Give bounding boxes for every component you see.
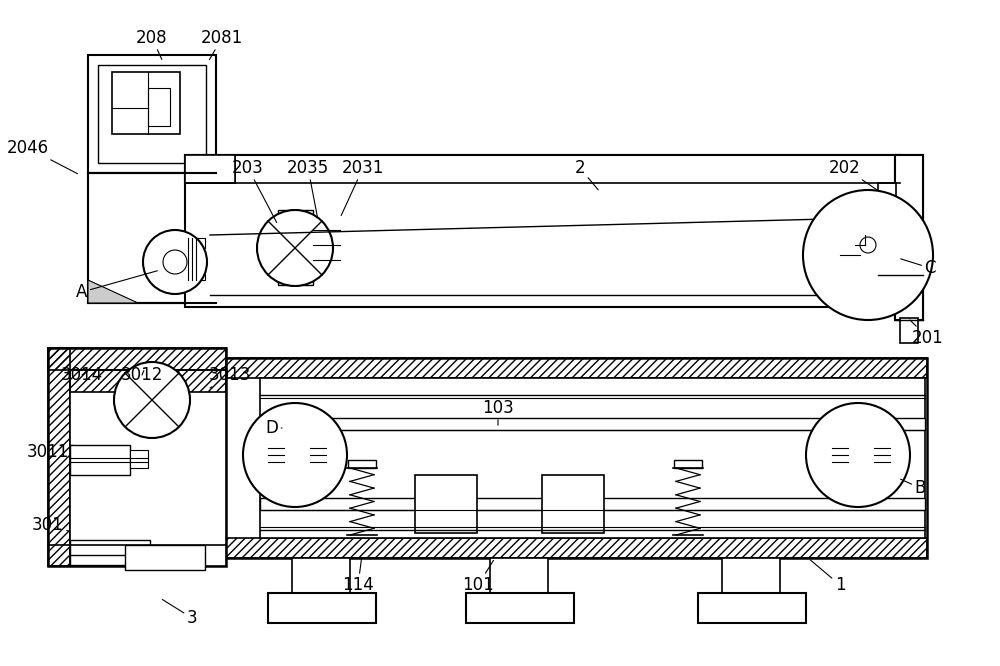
Bar	[875, 233, 895, 275]
Bar	[260, 498, 925, 510]
Text: 3011: 3011	[27, 443, 72, 461]
Text: 2081: 2081	[201, 29, 243, 59]
Bar	[900, 318, 918, 343]
Bar	[348, 460, 376, 468]
Bar	[98, 65, 206, 163]
Bar	[222, 358, 927, 558]
Bar	[278, 267, 313, 285]
Polygon shape	[88, 280, 138, 303]
Circle shape	[243, 403, 347, 507]
Bar	[70, 370, 226, 566]
Text: 2046: 2046	[7, 139, 78, 174]
Bar	[260, 378, 925, 538]
Text: 3012: 3012	[121, 366, 163, 384]
Circle shape	[163, 250, 187, 274]
Text: 208: 208	[136, 29, 168, 59]
Bar	[674, 460, 702, 468]
Bar	[185, 155, 235, 183]
Text: 1: 1	[810, 560, 845, 594]
Bar	[490, 558, 548, 593]
Bar	[890, 275, 920, 293]
Bar	[222, 358, 927, 378]
Text: 114: 114	[342, 557, 374, 594]
Text: A: A	[76, 271, 157, 301]
Bar	[310, 442, 326, 467]
Bar	[185, 155, 235, 183]
Circle shape	[114, 362, 190, 438]
Text: 3: 3	[162, 599, 197, 627]
Bar	[874, 442, 890, 467]
Bar	[185, 238, 205, 248]
Text: 301: 301	[32, 516, 69, 534]
Circle shape	[806, 403, 910, 507]
Text: 2031: 2031	[341, 159, 384, 216]
Text: 101: 101	[462, 560, 494, 594]
Text: 201: 201	[910, 320, 944, 347]
Bar	[268, 593, 376, 623]
Text: 103: 103	[482, 399, 514, 425]
Bar	[48, 348, 70, 566]
Bar	[895, 155, 923, 320]
Text: D: D	[266, 419, 282, 437]
Text: 203: 203	[232, 159, 277, 222]
Bar	[185, 260, 205, 268]
Bar	[832, 442, 848, 467]
Bar	[48, 348, 226, 566]
Bar	[278, 210, 313, 228]
Bar	[70, 445, 130, 475]
Bar	[722, 558, 780, 593]
Text: 2: 2	[575, 159, 598, 190]
Bar	[260, 418, 925, 430]
Bar	[130, 450, 148, 468]
Bar	[48, 348, 226, 370]
Bar	[88, 55, 216, 173]
Bar	[185, 250, 205, 258]
Circle shape	[143, 230, 207, 294]
Bar	[185, 270, 205, 280]
Bar	[185, 155, 900, 183]
Bar	[88, 173, 188, 303]
Bar	[185, 155, 900, 307]
Bar	[268, 442, 284, 467]
Bar	[895, 155, 923, 320]
Bar	[466, 593, 574, 623]
Bar	[125, 545, 205, 570]
Circle shape	[803, 190, 933, 320]
Bar	[112, 72, 180, 134]
Bar	[148, 88, 170, 126]
Text: 3014: 3014	[61, 366, 103, 384]
Bar	[415, 475, 477, 533]
Bar	[222, 538, 927, 558]
Circle shape	[860, 237, 876, 253]
Bar	[542, 475, 604, 533]
Bar	[70, 555, 150, 565]
Bar	[70, 540, 150, 560]
Bar	[878, 183, 896, 233]
Circle shape	[257, 210, 333, 286]
Bar	[70, 370, 226, 392]
Bar	[698, 593, 806, 623]
Text: 2035: 2035	[287, 159, 329, 217]
Bar	[292, 558, 350, 593]
Text: 202: 202	[829, 159, 878, 190]
Text: B: B	[901, 479, 926, 497]
Text: 3013: 3013	[209, 366, 251, 388]
Text: C: C	[901, 259, 936, 277]
